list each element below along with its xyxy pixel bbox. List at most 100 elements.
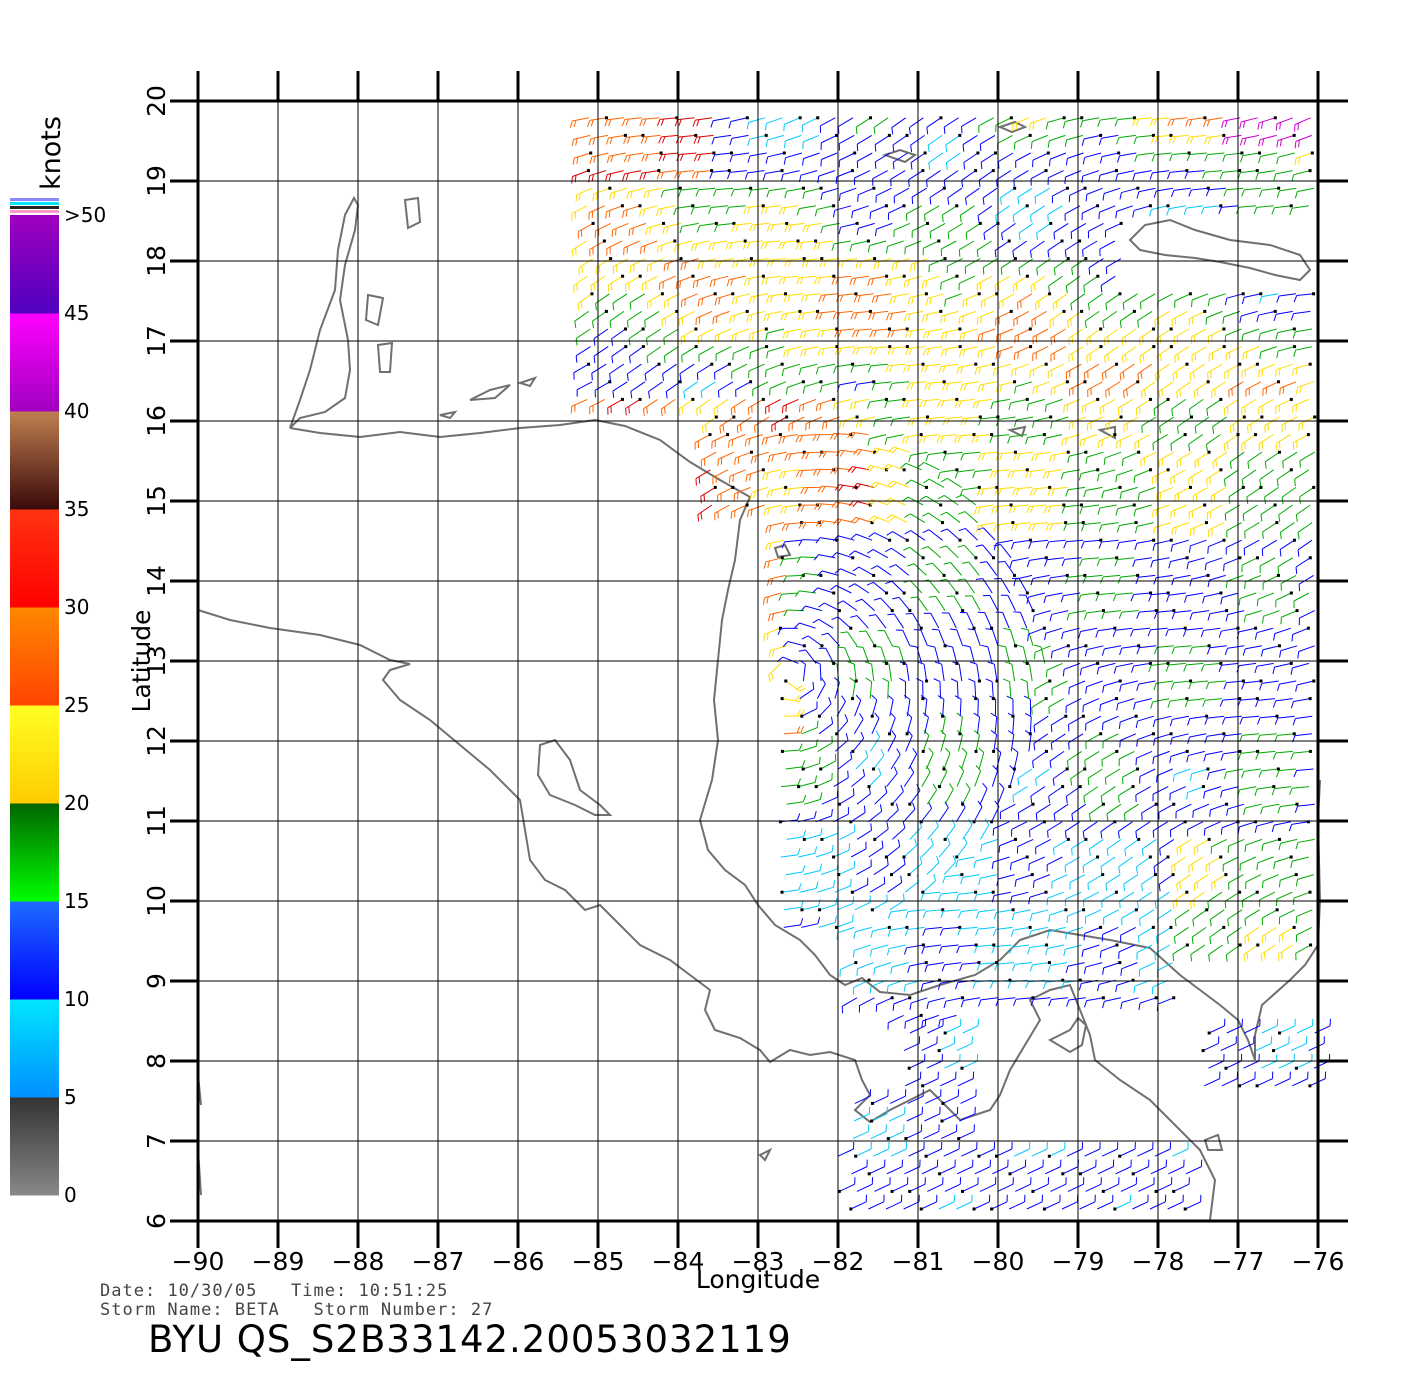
wind-barb <box>785 134 802 142</box>
wind-barb-feather <box>1149 119 1154 126</box>
wind-barb-feather <box>1189 373 1192 381</box>
wind-barb <box>641 240 658 248</box>
wind-barb-feather <box>1117 831 1120 839</box>
wind-barb-feather <box>1261 138 1265 146</box>
wind-barb <box>1011 821 1028 830</box>
wind-barb <box>938 843 951 858</box>
wind-barb-feather <box>1088 813 1091 821</box>
wind-barb <box>1277 557 1293 567</box>
wind-barb-feather <box>604 119 608 127</box>
wind-barb-feather <box>1189 901 1192 909</box>
wind-barb-feather <box>960 877 964 885</box>
rain-flag-marker <box>938 1172 942 1176</box>
wind-barb <box>910 451 928 456</box>
wind-barb <box>1275 398 1292 408</box>
wind-barb <box>1066 522 1084 525</box>
wind-barb <box>854 944 871 951</box>
rain-flag-marker <box>867 1172 871 1176</box>
wind-barb <box>1136 152 1154 156</box>
legend-stripe <box>10 206 59 209</box>
wind-barb-feather <box>712 317 715 325</box>
wind-barb <box>711 205 729 208</box>
wind-barb <box>681 346 697 356</box>
wind-barb <box>1031 522 1049 525</box>
wind-barb <box>1278 1060 1295 1069</box>
rain-flag-marker <box>990 433 994 437</box>
rain-flag-marker <box>1101 609 1105 613</box>
wind-barb-feather <box>659 208 663 216</box>
wind-barb <box>786 574 804 577</box>
wind-barb <box>853 1113 870 1122</box>
wind-barb-feather <box>991 861 994 869</box>
wind-barb-feather <box>974 367 978 375</box>
wind-barb <box>1136 522 1154 527</box>
wind-barb-feather <box>1256 862 1259 870</box>
wind-barb <box>1259 733 1277 736</box>
wind-barb-feather <box>656 208 660 216</box>
wind-barb <box>677 170 695 173</box>
rain-flag-marker <box>1207 450 1211 454</box>
rain-flag-marker <box>1118 961 1122 965</box>
wind-barb <box>1100 117 1117 121</box>
wind-barb-feather <box>963 162 966 170</box>
rain-flag-marker <box>890 802 894 806</box>
wind-barb <box>1137 1148 1153 1157</box>
rain-flag-marker <box>1277 644 1281 648</box>
wind-barb <box>1049 134 1066 142</box>
wind-barb <box>885 809 899 823</box>
wind-barb <box>1082 205 1098 214</box>
rain-flag-marker <box>888 327 892 331</box>
wind-barb-feather <box>610 283 613 291</box>
wind-barb <box>1011 664 1016 682</box>
rain-flag-marker <box>624 327 628 331</box>
wind-barb <box>962 1183 979 1192</box>
wind-barb <box>1010 734 1015 752</box>
wind-barb-feather <box>608 119 612 127</box>
rain-flag-marker <box>1066 644 1070 648</box>
wind-barb <box>943 752 951 770</box>
wind-barb-feather <box>639 172 643 180</box>
wind-barb <box>1278 944 1294 955</box>
wind-barb-feather <box>663 406 666 414</box>
wind-barb <box>1116 434 1133 443</box>
wind-barb <box>1207 504 1223 514</box>
wind-barb <box>1279 926 1295 937</box>
wind-barb <box>978 909 996 913</box>
wind-barb <box>1010 398 1028 404</box>
wind-barb-feather <box>1218 630 1222 638</box>
rain-flag-marker <box>1115 362 1119 366</box>
wind-barb-feather <box>1132 559 1136 567</box>
rain-flag-marker <box>1118 1154 1122 1158</box>
wind-barb-feather <box>730 189 735 197</box>
rain-flag-marker <box>641 345 645 349</box>
wind-barb <box>1292 1078 1308 1087</box>
wind-barb <box>905 1014 922 1023</box>
wind-barb-feather <box>575 338 578 346</box>
wind-barb <box>1031 1148 1048 1157</box>
wind-barb <box>1100 698 1117 705</box>
wind-barb-feather <box>746 510 750 518</box>
wind-barb-feather <box>891 447 898 454</box>
wind-barb <box>1299 486 1314 498</box>
wind-barb-feather <box>1223 771 1227 779</box>
wind-barb <box>799 275 817 279</box>
rain-flag-marker <box>872 767 876 771</box>
wind-barb <box>929 187 945 198</box>
wind-barb-feather <box>1276 350 1279 359</box>
wind-barb-feather <box>744 172 749 180</box>
wind-barb <box>1172 1148 1189 1157</box>
rain-flag-marker <box>1185 943 1189 947</box>
wind-barb-feather <box>920 893 924 901</box>
wind-barb-feather <box>1095 630 1099 638</box>
wind-barb-feather <box>886 514 893 520</box>
wind-barb-feather <box>711 137 715 145</box>
wind-barb-feather <box>1186 562 1189 570</box>
coastline-segment <box>773 543 792 559</box>
rain-flag-marker <box>977 1154 981 1158</box>
lon-tick-label: −90 <box>172 1247 225 1276</box>
wind-barb-feather <box>1261 844 1264 852</box>
rain-flag-marker <box>958 538 962 542</box>
rain-flag-marker <box>749 380 753 384</box>
wind-barb-feather <box>993 543 997 551</box>
rain-flag-marker <box>714 221 718 225</box>
